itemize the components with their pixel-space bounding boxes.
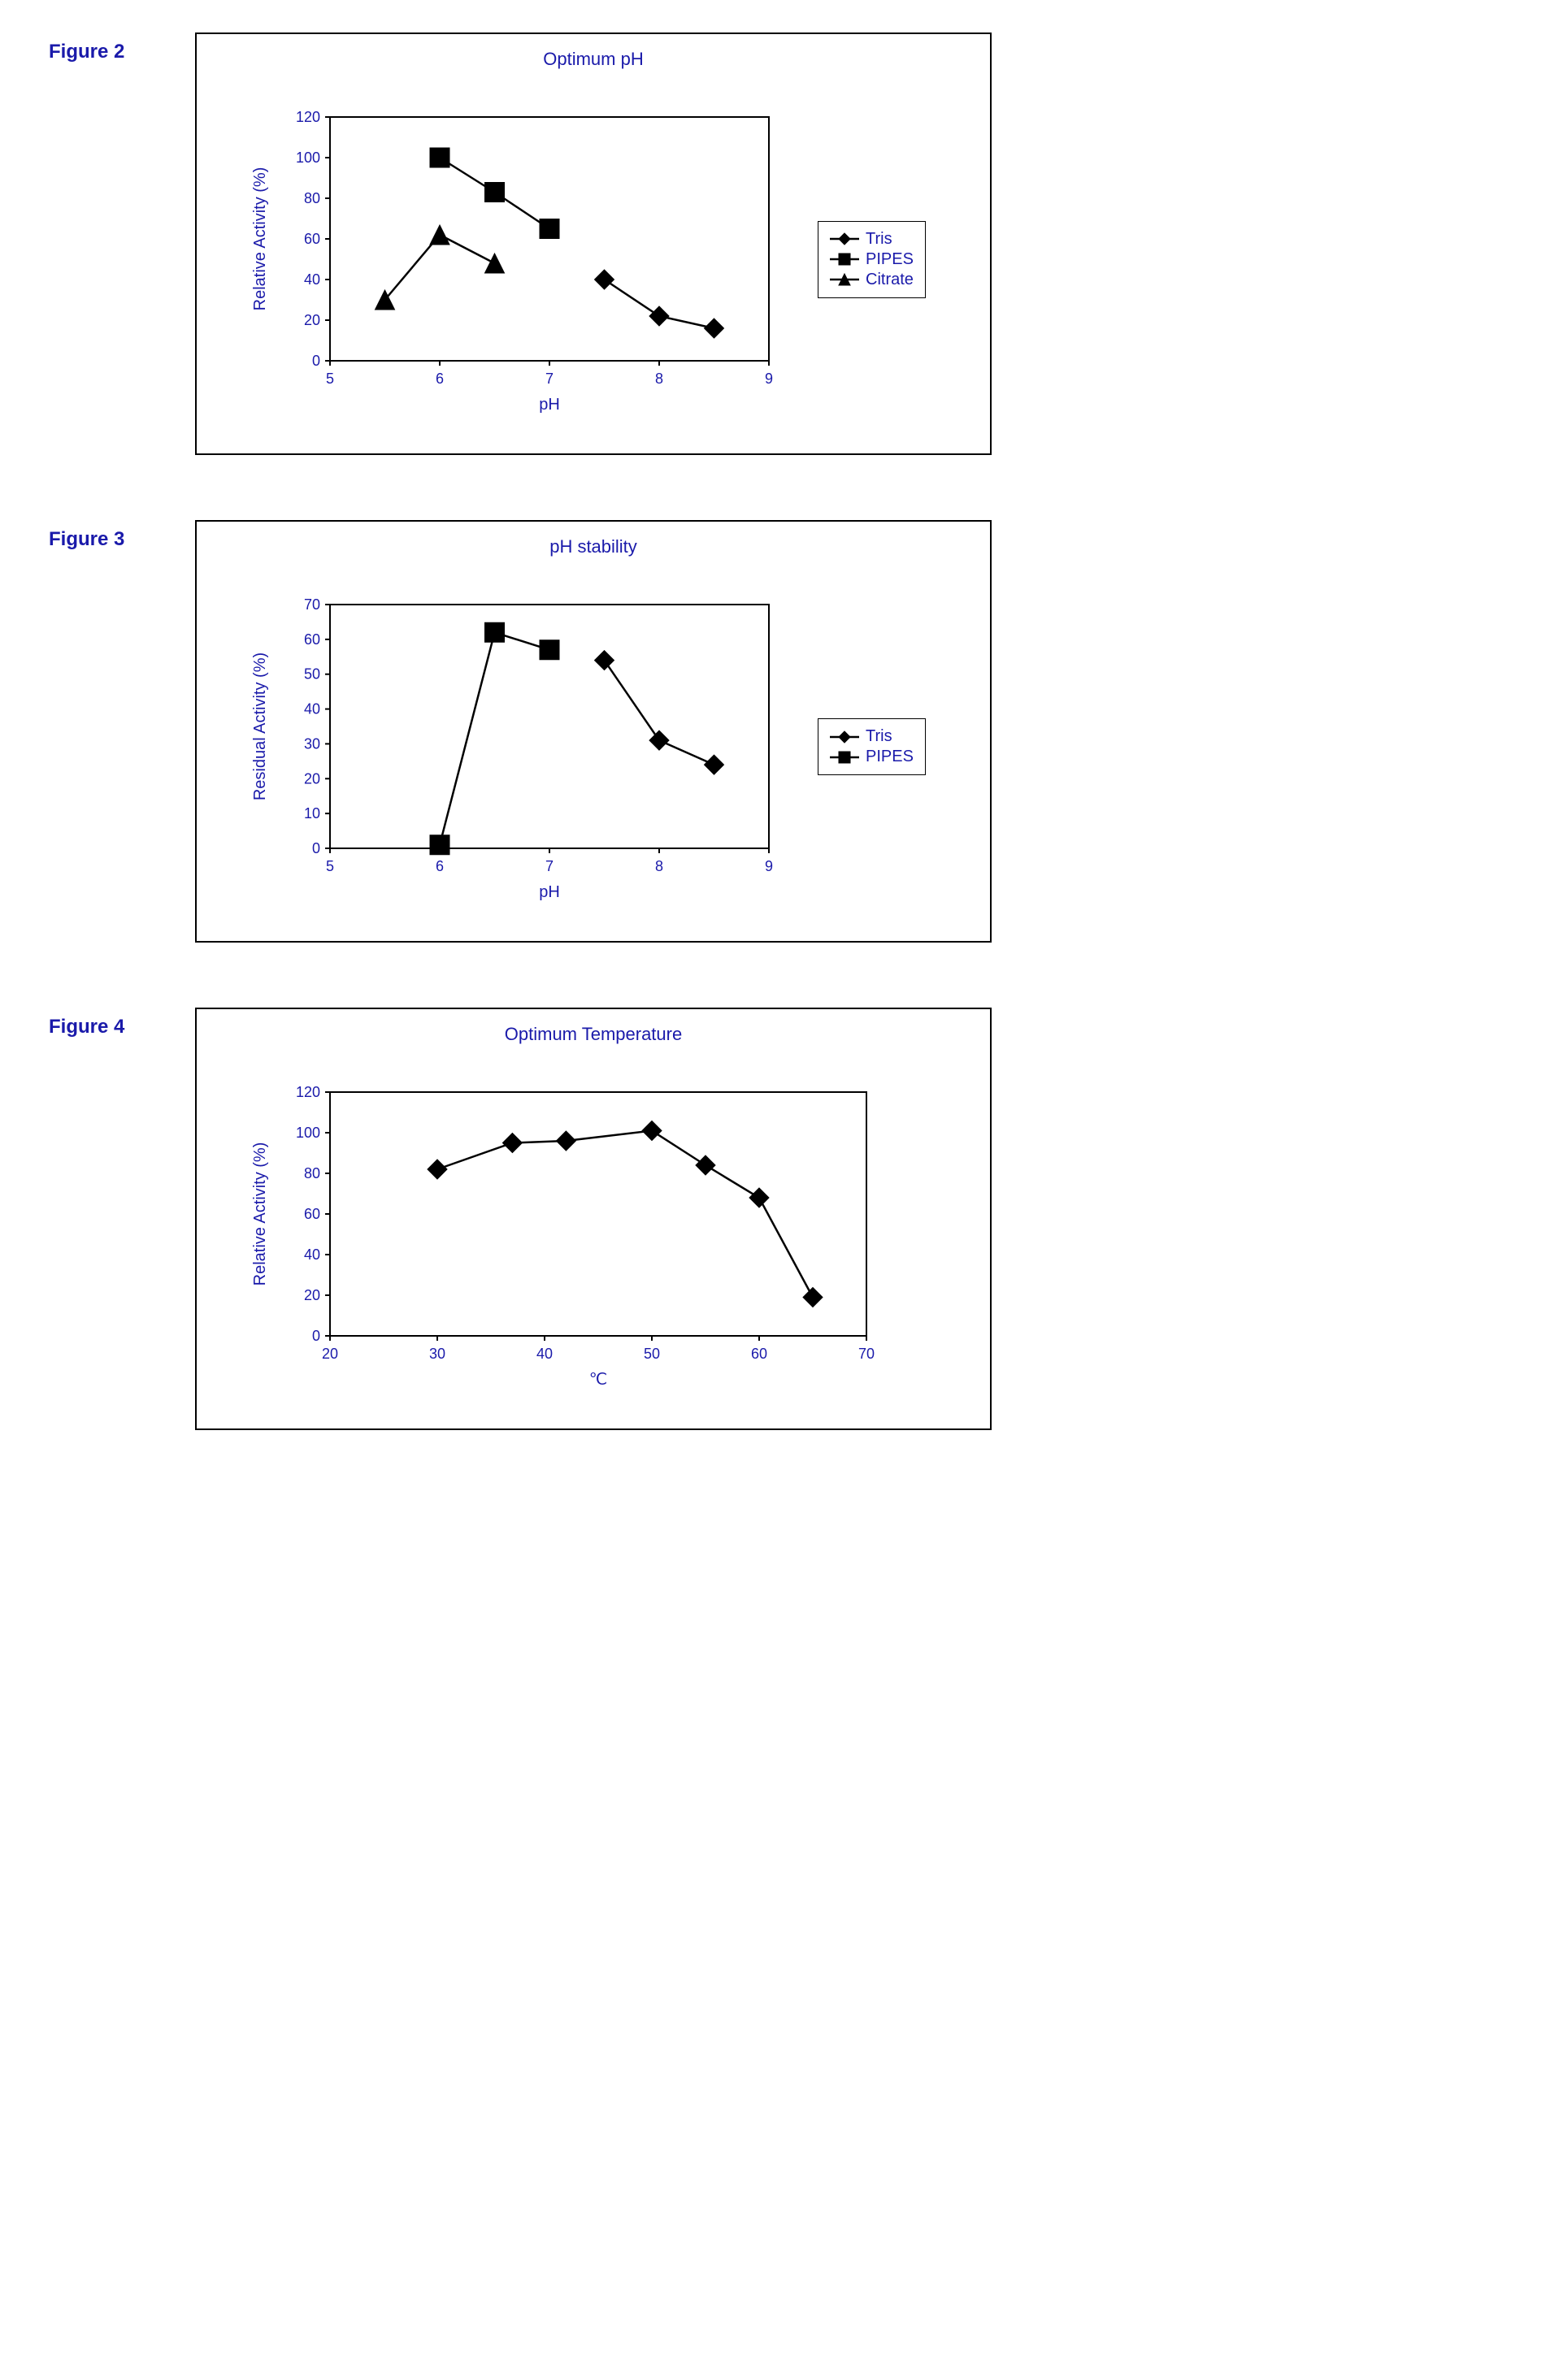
svg-text:40: 40 <box>536 1346 553 1362</box>
svg-text:10: 10 <box>304 805 320 822</box>
svg-text:40: 40 <box>304 701 320 717</box>
x-axis-label: pH <box>539 883 560 901</box>
y-axis-label: Relative Activity (%) <box>251 1142 269 1286</box>
svg-text:30: 30 <box>304 735 320 752</box>
chart-svg: 020406080100120203040506070℃Relative Act… <box>216 1060 899 1409</box>
svg-text:7: 7 <box>545 858 554 874</box>
svg-text:80: 80 <box>304 190 320 206</box>
svg-text:60: 60 <box>751 1346 767 1362</box>
chart-row: 0 20 40 60 80 100 120 5 6 7 8 9 pH Relative Activity … <box>216 85 970 434</box>
legend-marker-icon <box>830 271 859 288</box>
svg-text:5: 5 <box>326 371 334 387</box>
x-axis-label: ℃ <box>589 1371 607 1389</box>
chart-title: Optimum Temperature <box>216 1024 970 1045</box>
svg-text:6: 6 <box>436 858 444 874</box>
chart-svg: 0 10 20 30 40 50 60 70 5 6 7 8 9 pH Residual Activity … <box>216 572 801 921</box>
svg-text:30: 30 <box>429 1346 445 1362</box>
svg-text:9: 9 <box>765 858 773 874</box>
svg-text:6: 6 <box>436 371 444 387</box>
legend-label: PIPES <box>866 748 914 766</box>
svg-text:60: 60 <box>304 1206 320 1222</box>
x-axis-label: pH <box>539 396 560 414</box>
chart-outer: pH stability 0 10 20 30 40 50 60 70 5 6 7 8 9 pH Resid… <box>195 520 992 943</box>
legend-marker-icon <box>830 251 859 267</box>
svg-text:50: 50 <box>644 1346 660 1362</box>
legend-label: Tris <box>866 230 892 249</box>
legend-label: Tris <box>866 727 892 746</box>
legend-label: Citrate <box>866 271 914 289</box>
svg-text:8: 8 <box>655 371 663 387</box>
legend-marker-icon <box>830 729 859 745</box>
svg-text:100: 100 <box>296 1125 320 1141</box>
svg-text:5: 5 <box>326 858 334 874</box>
legend-item: Citrate <box>830 271 914 289</box>
figure-block: Figure 4 Optimum Temperature 02040608010… <box>49 1008 1501 1430</box>
svg-text:120: 120 <box>296 1084 320 1100</box>
svg-text:7: 7 <box>545 371 554 387</box>
chart-row: 0 10 20 30 40 50 60 70 5 6 7 8 9 pH Residual Activity … <box>216 572 970 921</box>
legend: Tris PIPES Citrate <box>818 221 926 298</box>
legend-item: PIPES <box>830 748 914 766</box>
legend-item: Tris <box>830 230 914 249</box>
svg-text:70: 70 <box>304 596 320 613</box>
svg-text:20: 20 <box>322 1346 338 1362</box>
figure-label: Figure 4 <box>49 1008 195 1038</box>
svg-text:0: 0 <box>312 353 320 369</box>
svg-text:120: 120 <box>296 109 320 125</box>
svg-text:40: 40 <box>304 1246 320 1263</box>
legend-item: Tris <box>830 727 914 746</box>
svg-text:20: 20 <box>304 1287 320 1303</box>
legend-marker-icon <box>830 749 859 765</box>
svg-text:50: 50 <box>304 666 320 683</box>
chart-svg: 0 20 40 60 80 100 120 5 6 7 8 9 pH Relative Activity … <box>216 85 801 434</box>
svg-text:0: 0 <box>312 1328 320 1344</box>
chart-title: pH stability <box>216 536 970 557</box>
chart-outer: Optimum pH 0 20 40 60 80 100 120 5 6 7 8 9 pH Relativ… <box>195 33 992 455</box>
chart-title: Optimum pH <box>216 49 970 70</box>
figure-label: Figure 2 <box>49 33 195 63</box>
legend: Tris PIPES <box>818 718 926 775</box>
chart-row: 020406080100120203040506070℃Relative Act… <box>216 1060 970 1409</box>
svg-text:20: 20 <box>304 312 320 328</box>
legend-marker-icon <box>830 231 859 247</box>
chart-outer: Optimum Temperature 02040608010012020304… <box>195 1008 992 1430</box>
svg-text:9: 9 <box>765 371 773 387</box>
svg-text:8: 8 <box>655 858 663 874</box>
svg-text:60: 60 <box>304 231 320 247</box>
figure-block: Figure 2 Optimum pH 0 20 40 60 80 100 120 5 6 7 8 9… <box>49 33 1501 455</box>
svg-text:40: 40 <box>304 271 320 288</box>
svg-text:70: 70 <box>858 1346 875 1362</box>
legend-label: PIPES <box>866 250 914 269</box>
svg-text:20: 20 <box>304 770 320 787</box>
svg-text:60: 60 <box>304 631 320 648</box>
figure-label: Figure 3 <box>49 520 195 551</box>
svg-text:0: 0 <box>312 840 320 856</box>
svg-text:100: 100 <box>296 150 320 166</box>
svg-text:80: 80 <box>304 1165 320 1181</box>
figure-block: Figure 3 pH stability 0 10 20 30 40 50 60 70 5 6 7… <box>49 520 1501 943</box>
y-axis-label: Relative Activity (%) <box>251 167 269 311</box>
legend-item: PIPES <box>830 250 914 269</box>
y-axis-label: Residual Activity (%) <box>251 652 269 800</box>
